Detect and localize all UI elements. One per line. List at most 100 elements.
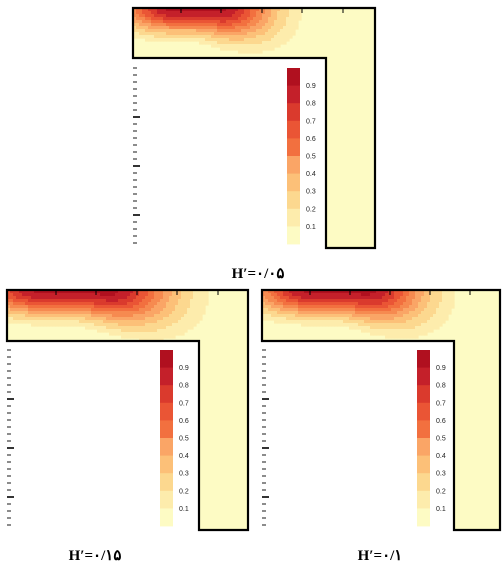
panel-bottom-right-colorbar-band — [417, 473, 430, 492]
panel-bottom-left-field-cell — [130, 290, 134, 294]
panel-bottom-left-field-cell — [97, 326, 101, 330]
panel-bottom-left-field-cell — [160, 338, 164, 342]
panel-bottom-left-field-cell — [133, 320, 137, 324]
panel-bottom-left-field-cell — [49, 299, 53, 303]
panel-bottom-left-field-cell — [43, 290, 47, 294]
panel-top-field-cell — [187, 26, 191, 30]
panel-bottom-left-field-cell — [178, 311, 182, 315]
panel-bottom-left-field-cell — [181, 320, 185, 324]
panel-bottom-right-field-cell — [415, 305, 419, 309]
panel-bottom-right-field-cell — [334, 320, 338, 324]
panel-bottom-left-field-cell — [100, 308, 104, 312]
panel-bottom-left-field-cell — [10, 311, 14, 315]
panel-top-field-cell — [274, 38, 278, 42]
panel-bottom-left-field-cell — [28, 293, 32, 297]
panel-bottom-right-field-cell — [334, 302, 338, 306]
panel-top-field-cell — [256, 41, 260, 45]
panel-bottom-right-field-cell — [421, 299, 425, 303]
panel-bottom-right-field-cell — [334, 305, 338, 309]
panel-bottom-left-field-cell — [52, 302, 56, 306]
panel-bottom-right-field-cell — [274, 314, 278, 318]
panel-bottom-left-field-cell — [151, 305, 155, 309]
panel-bottom-right-field-cell — [394, 290, 398, 294]
panel-bottom-left-field-cell — [148, 293, 152, 297]
panel-top-field-cell — [217, 26, 221, 30]
panel-bottom-right-field-cell — [406, 323, 410, 327]
panel-bottom-right-field-cell — [352, 320, 356, 324]
panel-bottom-left-field-cell — [109, 299, 113, 303]
panel-top-field-cell — [142, 20, 146, 24]
panel-top-field-cell — [265, 47, 269, 51]
panel-bottom-left-field-cell — [61, 323, 65, 327]
panel-bottom-right-field-cell — [409, 317, 413, 321]
panel-bottom-left-field-cell — [43, 296, 47, 300]
panel-bottom-left-field-cell — [64, 323, 68, 327]
panel-bottom-left-field-cell — [40, 311, 44, 315]
panel-bottom-right-field-cell — [445, 302, 449, 306]
panel-bottom-right-field-cell — [406, 314, 410, 318]
panel-bottom-left-field-cell — [181, 326, 185, 330]
panel-bottom-left-field-cell — [25, 311, 29, 315]
panel-bottom-left-field-cell — [196, 290, 200, 294]
panel-bottom-left-field-cell — [142, 299, 146, 303]
panel-bottom-right-field-cell — [349, 320, 353, 324]
panel-bottom-left-field-cell — [187, 290, 191, 294]
panel-bottom-left-field-cell — [37, 302, 41, 306]
panel-bottom-right-field-cell — [298, 317, 302, 321]
panel-top-field-cell — [268, 41, 272, 45]
panel-bottom-right-field-cell — [433, 323, 437, 327]
panel-bottom-right-field-cell — [271, 293, 275, 297]
panel-bottom-left-field-cell — [142, 290, 146, 294]
panel-top-field-cell — [259, 50, 263, 54]
panel-top-field-cell — [253, 11, 257, 15]
panel-bottom-right-field-cell — [352, 326, 356, 330]
panel-top-field-cell — [274, 35, 278, 39]
panel-bottom-right-field-cell — [403, 290, 407, 294]
panel-bottom-left-field-cell — [100, 296, 104, 300]
panel-bottom-right-field-cell — [328, 320, 332, 324]
panel-bottom-left-field-cell — [133, 329, 137, 333]
panel-bottom-left-field-cell — [160, 323, 164, 327]
panel-bottom-left-field-cell — [145, 332, 149, 336]
panel-top-field-cell — [220, 44, 224, 48]
panel-bottom-left-field-cell — [22, 311, 26, 315]
panel-bottom-left-field-cell — [148, 299, 152, 303]
panel-bottom-right-field-cell — [430, 323, 434, 327]
panel-bottom-right-field-cell — [313, 305, 317, 309]
panel-top-field-cell — [286, 26, 290, 30]
panel-bottom-left-field-cell — [91, 293, 95, 297]
panel-bottom-right-field-cell — [355, 302, 359, 306]
panel-bottom-right-field-cell — [409, 299, 413, 303]
panel-top-field-cell — [160, 23, 164, 27]
panel-bottom-left-field-cell — [160, 302, 164, 306]
panel-bottom-left-field-cell — [61, 302, 65, 306]
panel-top-field-cell — [163, 11, 167, 15]
panel-bottom-right-field-cell — [379, 326, 383, 330]
panel-top-field-cell — [166, 11, 170, 15]
panel-bottom-right-field-cell — [424, 326, 428, 330]
panel-bottom-right-field-cell — [316, 311, 320, 315]
panel-bottom-right-field-cell — [319, 293, 323, 297]
panel-bottom-left-field-cell — [163, 299, 167, 303]
panel-bottom-left-field-cell — [85, 320, 89, 324]
panel-bottom-right-field-cell — [412, 323, 416, 327]
panel-bottom-left-field-cell — [64, 314, 68, 318]
panel-top-colorbar-band — [287, 191, 300, 210]
panel-bottom-left-field-cell — [25, 302, 29, 306]
panel-bottom-right-field-cell — [322, 299, 326, 303]
panel-bottom-left-field-cell — [151, 311, 155, 315]
panel-bottom-left-field-cell — [88, 308, 92, 312]
panel-top-field-cell — [145, 14, 149, 18]
panel-top-field-cell — [220, 35, 224, 39]
panel-top-field-cell — [229, 11, 233, 15]
panel-bottom-left-field-cell — [133, 323, 137, 327]
panel-top-field-cell — [286, 8, 290, 12]
panel-bottom-right-field-cell — [376, 326, 380, 330]
panel-bottom-left-field-cell — [142, 338, 146, 342]
panel-top-field-cell — [280, 8, 284, 12]
panel-bottom-left-field-cell — [64, 320, 68, 324]
panel-bottom-right-field-cell — [328, 317, 332, 321]
panel-bottom-right-field-cell — [316, 296, 320, 300]
panel-top-field-cell — [292, 17, 296, 21]
panel-top-field-cell — [190, 35, 194, 39]
